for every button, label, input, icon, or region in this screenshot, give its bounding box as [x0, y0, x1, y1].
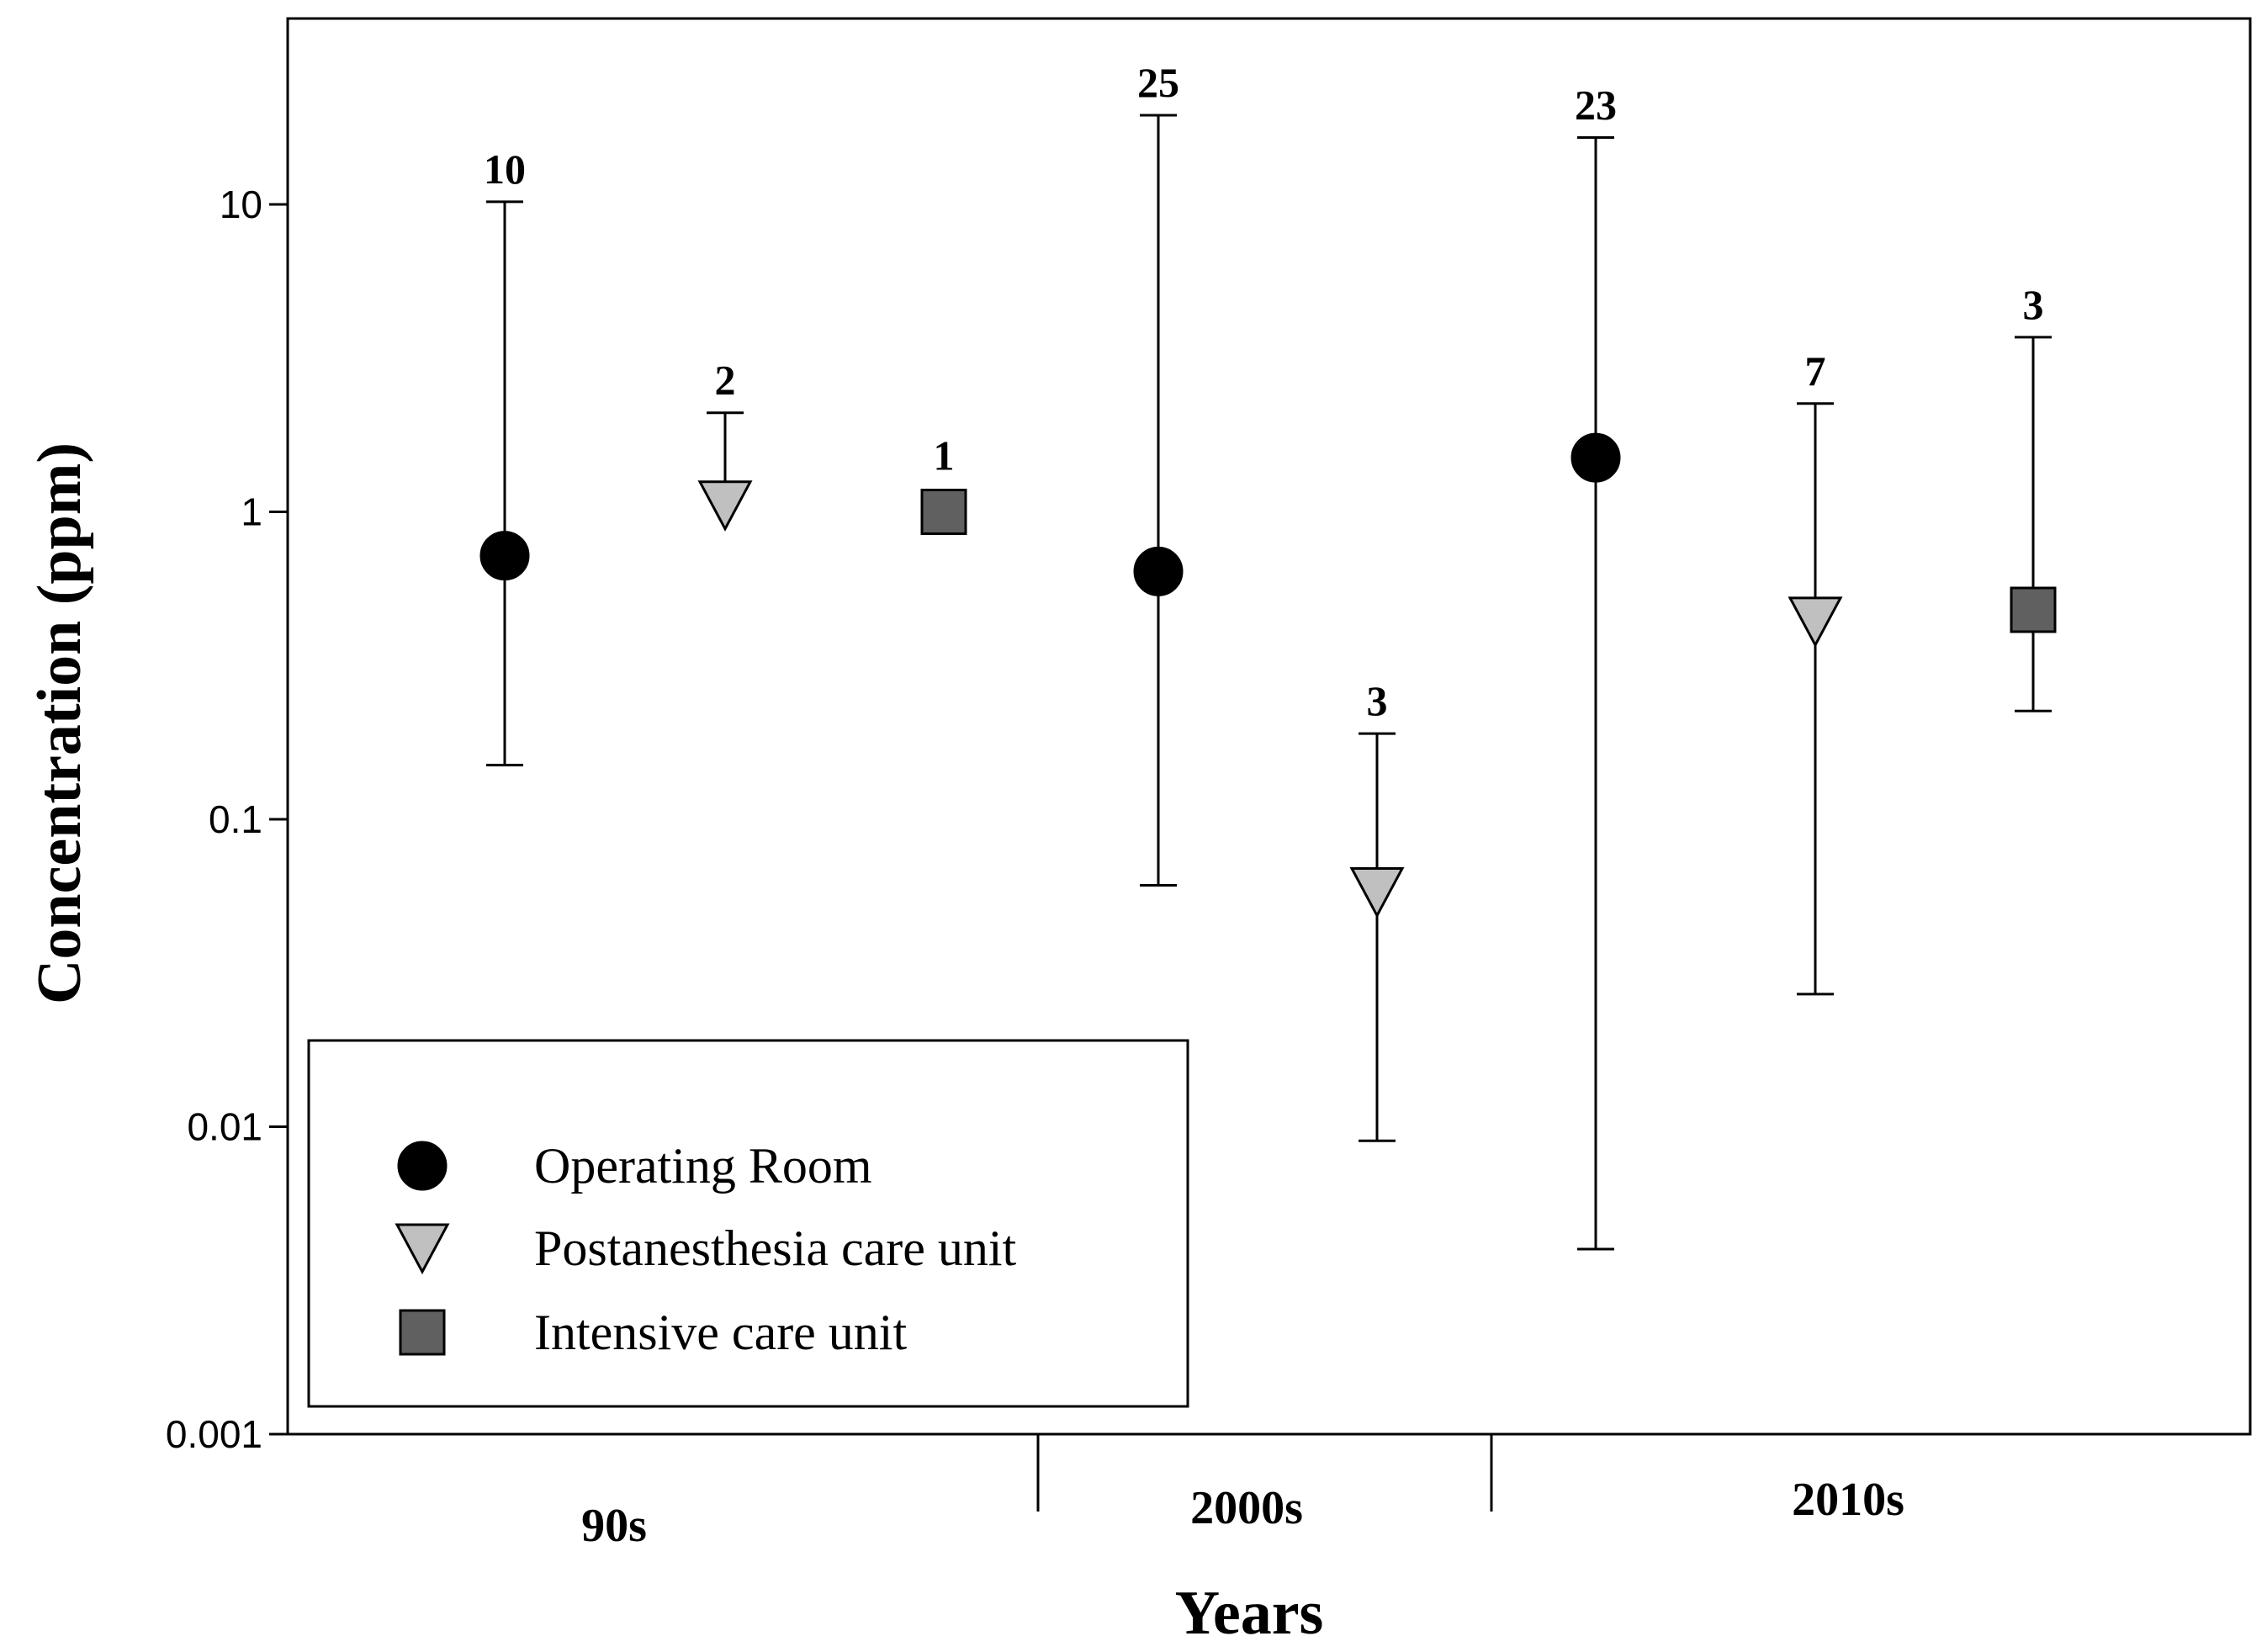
y-tick-label: 10	[220, 183, 262, 226]
data-point	[1570, 432, 1621, 483]
data-point	[1788, 596, 1843, 648]
data-point	[697, 480, 753, 532]
legend-box	[307, 1039, 1189, 1408]
x-category-label: 2010s	[1792, 1474, 1904, 1526]
legend-marker	[395, 1223, 450, 1275]
sample-size-label: 2	[715, 357, 736, 404]
data-point	[920, 489, 967, 535]
y-tick-label: 1	[241, 490, 262, 534]
data-point	[1133, 546, 1184, 596]
data-point	[479, 531, 530, 581]
data-point	[1349, 866, 1405, 919]
y-axis-title: Concentration (ppm)	[25, 442, 94, 1004]
plot-frame	[286, 17, 2252, 1436]
legend-marker	[397, 1141, 448, 1191]
sample-size-label: 3	[1367, 677, 1388, 724]
sample-size-label: 10	[484, 146, 526, 193]
legend-marker	[399, 1309, 446, 1356]
y-tick-label: 0.01	[187, 1105, 262, 1149]
sample-size-label: 1	[934, 432, 955, 479]
y-tick-label: 0.001	[166, 1412, 262, 1456]
y-tick-label: 0.1	[209, 797, 262, 841]
sample-size-label: 23	[1575, 82, 1617, 129]
legend: Operating Room Postanesthesia care unit In…	[307, 1039, 1189, 1408]
legend-label: Operating Room	[534, 1138, 872, 1194]
data-point	[2010, 586, 2057, 633]
y-axis: 10 1 0.1 0.01 0.001	[166, 183, 288, 1456]
x-axis-title: Years	[1175, 1579, 1324, 1648]
sample-size-label: 3	[2023, 281, 2044, 328]
sample-size-label: 25	[1137, 59, 1179, 106]
legend-label: Postanesthesia care unit	[534, 1220, 1016, 1276]
legend-label: Intensive care unit	[534, 1305, 907, 1360]
sample-size-label: 7	[1805, 347, 1826, 394]
x-category-label: 90s	[581, 1500, 647, 1552]
x-category-label: 2000s	[1190, 1482, 1303, 1534]
x-axis: 90s 2000s 2010s	[581, 1434, 1904, 1552]
